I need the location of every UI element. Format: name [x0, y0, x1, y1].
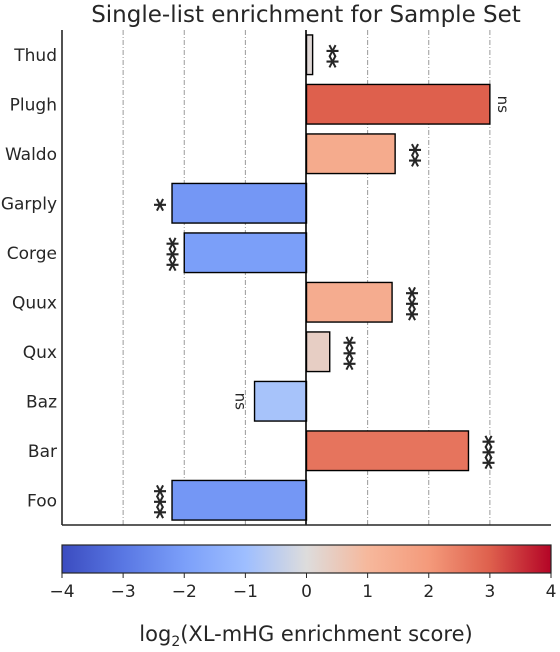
category-label: Plugh	[10, 95, 57, 115]
significance-label: ***	[468, 435, 498, 470]
colorbar-tick-label: −2	[172, 582, 197, 602]
category-label: Qux	[23, 343, 57, 363]
category-label: Garply	[1, 194, 57, 214]
category-label: Bar	[28, 442, 57, 462]
svg-text:ns: ns	[494, 96, 512, 114]
chart-title: Single-list enrichment for Sample Set	[91, 2, 521, 28]
bar-waldo	[305, 133, 396, 175]
significance-label: ***	[330, 336, 360, 371]
bar-bar	[305, 430, 470, 472]
bar-corge	[183, 232, 308, 274]
svg-text:*: *	[140, 198, 170, 212]
colorbar-tick-label: 2	[423, 582, 434, 602]
category-label: Corge	[7, 244, 57, 264]
significance-label: **	[395, 143, 425, 168]
category-label: Baz	[26, 392, 57, 412]
bar-foo	[171, 479, 308, 521]
bars	[171, 34, 491, 521]
bar-baz	[253, 380, 308, 422]
svg-text:***: ***	[392, 286, 422, 321]
category-label: Waldo	[5, 145, 57, 165]
significance-label: ***	[152, 237, 182, 272]
colorbar-tick-label: 1	[362, 582, 373, 602]
bar-quux	[305, 281, 393, 323]
svg-text:**: **	[395, 143, 425, 168]
svg-text:ns: ns	[232, 393, 250, 411]
svg-text:***: ***	[140, 484, 170, 519]
significance-label: **	[313, 44, 343, 69]
bar-garply	[171, 182, 308, 224]
category-label: Quux	[12, 293, 57, 313]
bar-plugh	[305, 83, 491, 125]
svg-text:**: **	[313, 44, 343, 69]
category-label: Thud	[13, 46, 57, 66]
significance-label: ***	[392, 286, 422, 321]
significance-label: *	[140, 198, 170, 212]
colorbar-tick-label: −3	[111, 582, 136, 602]
significance-label: ns	[232, 393, 250, 411]
colorbar-tick-label: −4	[49, 582, 74, 602]
category-label: Foo	[27, 491, 57, 511]
colorbar-tick-label: −1	[233, 582, 258, 602]
svg-text:***: ***	[152, 237, 182, 272]
colorbar	[61, 544, 552, 574]
category-labels: Thud Plugh Waldo Garply Corge Quux Qux Baz Bar Fo…	[1, 46, 57, 512]
significance-label: ns	[494, 96, 512, 114]
significance-label: ***	[140, 484, 170, 519]
colorbar-tick-label: 3	[484, 582, 495, 602]
bar-thud	[305, 34, 314, 76]
colorbar-tick-label: 0	[301, 582, 312, 602]
colorbar-ticks: −4 −3 −2 −1 0 1 2 3 4	[49, 573, 556, 602]
svg-text:***: ***	[468, 435, 498, 470]
colorbar-tick-label: 4	[546, 582, 557, 602]
significance-labels: **ns************ns******	[140, 44, 512, 519]
svg-text:***: ***	[330, 336, 360, 371]
x-axis-label: log2(XL-mHG enrichment score)	[139, 622, 472, 650]
bar-qux	[305, 331, 331, 373]
